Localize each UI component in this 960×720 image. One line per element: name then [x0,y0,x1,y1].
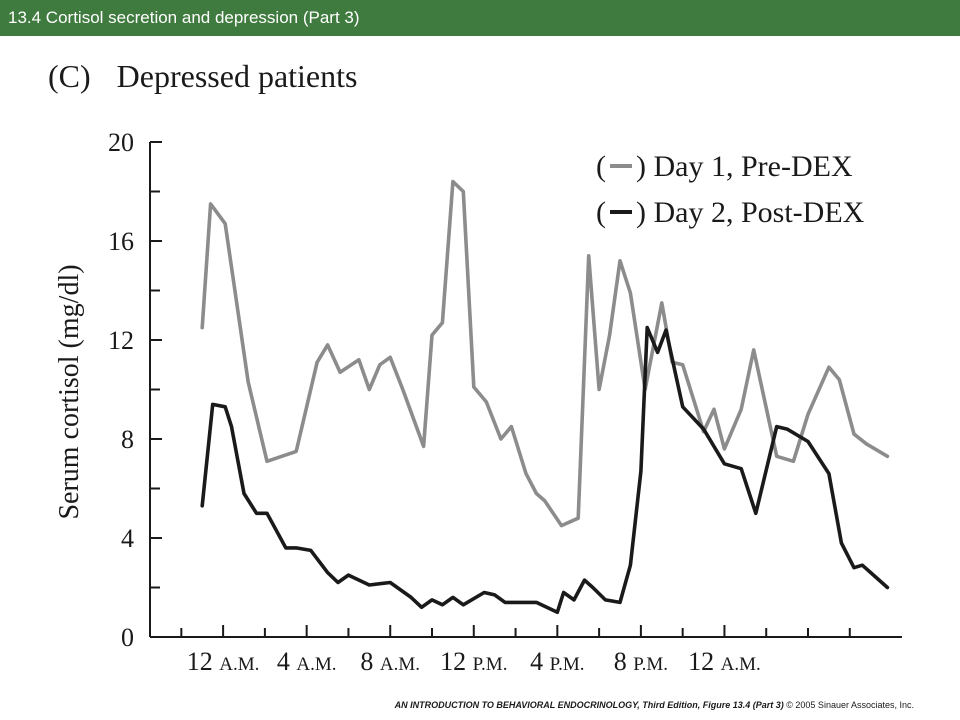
x-tick-label: 8 A.M. [360,647,420,676]
panel-heading: Depressed patients [116,58,358,94]
series-day1-pre-dex-line [200,179,890,528]
y-tick-label: 0 [121,623,134,652]
x-tick-label: 8 P.M. [614,647,668,676]
legend-paren-open: ( [596,150,606,183]
series-layer [200,179,890,615]
x-tick-label: 4 A.M. [277,647,337,676]
legend-label: ) Day 2, Post-DEX [636,196,865,229]
series-day2-post-dex-line [200,325,890,615]
y-axis-label: Serum cortisol (mg/dl) [54,264,85,519]
slide-title: 13.4 Cortisol secretion and depression (… [8,8,360,27]
legend-entry: ( ) Day 2, Post-DEX [596,196,865,229]
y-tick-label: 16 [108,227,134,256]
footer-figure-ref: , Figure 13.4 (Part 3) [697,700,784,710]
legend-paren-open: ( [596,196,606,229]
x-tick-label: 12 A.M. [688,647,761,676]
y-tick-label: 8 [121,425,134,454]
legend-entry: ( ) Day 1, Pre-DEX [596,150,853,183]
chart-axes: 0 4 8 12 16 20 12 A.M. 4 A.M. 8 A.M. 12 P.M. 4 P.M… [108,128,902,676]
y-tick-label: 20 [108,128,134,157]
x-tick-label: 4 P.M. [530,647,584,676]
chart-legend: ( ) Day 1, Pre-DEX ( ) Day 2, Post-DEX [596,150,865,229]
panel-label: (C) [48,58,91,94]
y-tick-label: 12 [108,326,134,355]
panel-title: (C) Depressed patients [48,58,357,95]
x-tick-label: 12 A.M. [187,647,260,676]
y-tick-label: 4 [121,524,134,553]
footer-credit: AN INTRODUCTION TO BEHAVIORAL ENDOCRINOL… [395,700,914,710]
header-bar [0,0,960,36]
legend-label: ) Day 1, Pre-DEX [636,150,853,183]
footer-book-title: AN INTRODUCTION TO BEHAVIORAL ENDOCRINOL… [394,700,698,710]
x-tick-label: 12 P.M. [440,647,507,676]
footer-copyright: © 2005 Sinauer Associates, Inc. [783,700,914,710]
